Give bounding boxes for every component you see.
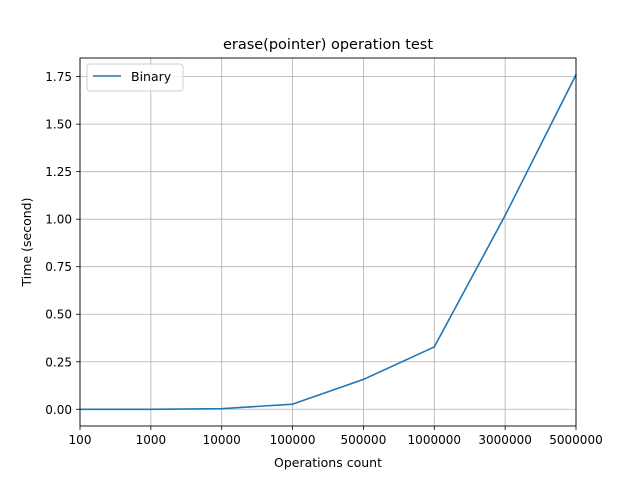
x-tick-label: 5000000: [549, 433, 602, 447]
data-point: [362, 378, 365, 381]
data-point: [433, 346, 436, 348]
y-tick-label: 1.50: [45, 118, 72, 132]
chart-title: erase(pointer) operation test: [223, 37, 433, 53]
legend-label: Binary: [131, 69, 172, 84]
legend: Binary: [86, 63, 184, 92]
y-axis-label: Time (second): [19, 198, 34, 288]
y-tick-label: 0.75: [45, 260, 72, 274]
x-tick-label: 100000: [270, 433, 316, 447]
legend-box: [86, 63, 184, 92]
plot-frame: [79, 57, 577, 427]
y-tick-label: 0.50: [45, 308, 72, 322]
y-tick-label: 0.00: [45, 403, 72, 417]
grid-lines: [79, 58, 577, 426]
y-tick-label: 1.00: [45, 213, 72, 227]
series-line-binary: [80, 74, 577, 411]
data-point: [220, 407, 223, 410]
x-tick-label: 1000000: [408, 433, 461, 447]
x-tick-label: 10000: [203, 433, 241, 447]
data-point: [291, 403, 294, 405]
x-tick-label: 3000000: [478, 433, 531, 447]
y-axis-ticks: 0.00 0.25 0.50 0.75 1.00 1.25 1.50 1.75: [45, 70, 80, 417]
x-axis-ticks: 100 1000 10000 100000 500000 1000000 3000000 50…: [69, 426, 603, 447]
y-tick-label: 0.25: [45, 355, 72, 369]
y-tick-label: 1.25: [45, 165, 72, 179]
x-axis-label: Operations count: [274, 455, 382, 470]
x-tick-label: 500000: [341, 433, 387, 447]
x-tick-label: 1000: [136, 433, 167, 447]
data-point: [150, 408, 152, 411]
x-tick-label: 100: [69, 433, 92, 447]
y-tick-label: 1.75: [45, 70, 72, 84]
data-point: [504, 214, 506, 217]
